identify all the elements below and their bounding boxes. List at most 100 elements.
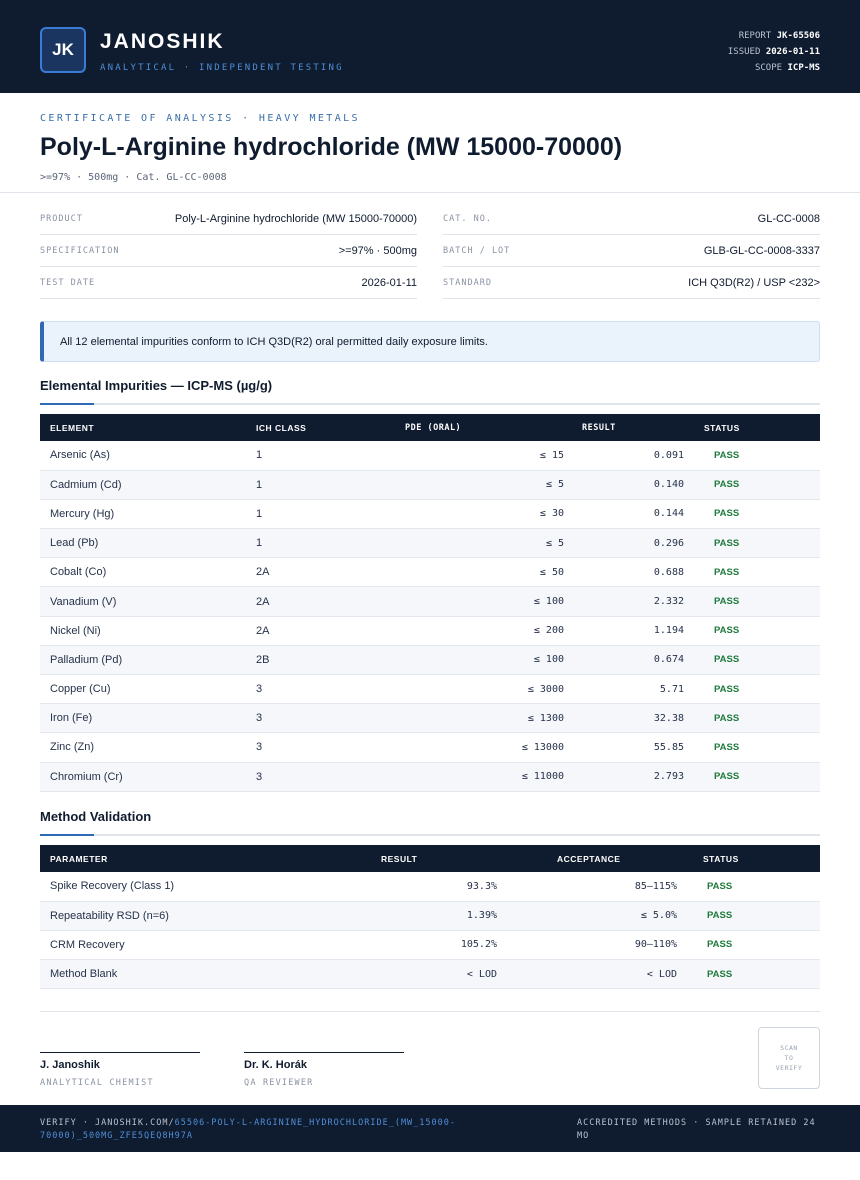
signature-line (244, 1052, 404, 1053)
acceptance-cell: < LOD (507, 959, 687, 990)
element-cell: Copper (Cu) (40, 674, 246, 705)
table-row: Spike Recovery (Class 1) 93.3% 85–115% PASS (40, 872, 820, 902)
result-cell: 0.688 (574, 557, 694, 588)
status-badge: PASS (687, 872, 820, 902)
column-header: RESULT (371, 845, 507, 872)
info-standard: STANDARD ICH Q3D(R2) / USP <232> (443, 267, 820, 299)
table-row: Copper (Cu) 3 ≤ 3000 5.71 PASS (40, 674, 820, 705)
info-batch-lot: BATCH / LOT GLB-GL-CC-0008-3337 (443, 235, 820, 267)
element-cell: Cobalt (Co) (40, 557, 246, 588)
status-badge: PASS (694, 528, 820, 559)
pde-cell: ≤ 30 (382, 499, 574, 530)
ich-class-cell: 3 (246, 674, 382, 705)
report-meta-scope: SCOPE ICP-MS (754, 63, 820, 73)
status-badge: PASS (694, 762, 820, 792)
element-cell: Palladium (Pd) (40, 645, 246, 676)
status-badge: PASS (694, 499, 820, 530)
element-cell: Vanadium (V) (40, 586, 246, 617)
result-cell: 55.85 (574, 732, 694, 763)
footer-note: ACCREDITED METHODS · SAMPLE RETAINED 24 … (577, 1118, 816, 1141)
status-badge: PASS (694, 674, 820, 705)
validation-table: PARAMETER RESULT ACCEPTANCE STATUS Spike… (40, 845, 820, 990)
result-cell: 0.144 (574, 499, 694, 530)
column-header: ACCEPTANCE (507, 845, 687, 872)
impurities-table: ELEMENT ICH CLASS PDE (ORAL) RESULT STAT… (40, 414, 820, 792)
table-row: Iron (Fe) 3 ≤ 1300 32.38 PASS (40, 703, 820, 734)
document-eyebrow: CERTIFICATE OF ANALYSIS · HEAVY METALS (40, 113, 360, 124)
verify-link[interactable]: 65506-POLY-L-ARGININE_HYDROCHLORIDE_(MW_… (40, 1118, 456, 1141)
table-row: Chromium (Cr) 3 ≤ 11000 2.793 PASS (40, 762, 820, 792)
issued-date: 2026-01-11 (765, 47, 820, 57)
ich-class-cell: 3 (246, 703, 382, 734)
section-rule (40, 403, 820, 405)
table-header-row: ELEMENT ICH CLASS PDE (ORAL) RESULT STAT… (40, 414, 820, 441)
ich-class-cell: 2B (246, 645, 382, 676)
acceptance-cell: 90–110% (507, 930, 687, 961)
table-row: Lead (Pb) 1 ≤ 5 0.296 PASS (40, 528, 820, 559)
section-title-impurities: Elemental Impurities — ICP-MS (µg/g) (40, 378, 273, 393)
table-row: Vanadium (V) 2A ≤ 100 2.332 PASS (40, 586, 820, 617)
table-row: Arsenic (As) 1 ≤ 15 0.091 PASS (40, 441, 820, 471)
table-row: Method Blank < LOD < LOD PASS (40, 959, 820, 990)
status-badge: PASS (694, 441, 820, 471)
element-cell: Mercury (Hg) (40, 499, 246, 530)
report-meta-issued: ISSUED 2026-01-11 (727, 47, 820, 57)
section-title-validation: Method Validation (40, 809, 152, 824)
acceptance-cell: 85–115% (507, 872, 687, 902)
parameter-cell: Spike Recovery (Class 1) (40, 872, 371, 902)
brand-name: JANOSHIK (100, 30, 225, 53)
conformance-banner: All 12 elemental impurities conform to I… (40, 321, 820, 362)
info-test-date: TEST DATE 2026-01-11 (40, 267, 417, 299)
pde-cell: ≤ 200 (382, 616, 574, 646)
column-header: STATUS (694, 414, 820, 441)
table-row: Palladium (Pd) 2B ≤ 100 0.674 PASS (40, 645, 820, 676)
element-cell: Arsenic (As) (40, 441, 246, 471)
table-header-row: PARAMETER RESULT ACCEPTANCE STATUS (40, 845, 820, 872)
status-badge: PASS (694, 645, 820, 676)
column-header: RESULT (574, 414, 694, 441)
result-cell: 0.674 (574, 645, 694, 676)
result-cell: 105.2% (371, 930, 507, 961)
element-cell: Chromium (Cr) (40, 762, 246, 792)
page-title: Poly-L-Arginine hydrochloride (MW 15000-… (40, 133, 623, 161)
result-cell: 0.091 (574, 441, 694, 471)
pde-cell: ≤ 100 (382, 586, 574, 617)
scope-value: ICP-MS (787, 63, 820, 73)
status-badge: PASS (694, 586, 820, 617)
info-specification: SPECIFICATION >=97% · 500mg (40, 235, 417, 267)
ich-class-cell: 2A (246, 586, 382, 617)
footer-bar: VERIFY · JANOSHIK.COM/65506-POLY-L-ARGIN… (0, 1105, 860, 1152)
result-cell: 2.793 (574, 762, 694, 792)
result-cell: 93.3% (371, 872, 507, 902)
qr-verify-placeholder[interactable]: SCAN TO VERIFY (758, 1027, 820, 1089)
status-badge: PASS (687, 930, 820, 961)
table-row: Nickel (Ni) 2A ≤ 200 1.194 PASS (40, 616, 820, 646)
element-cell: Cadmium (Cd) (40, 470, 246, 500)
parameter-cell: Repeatability RSD (n=6) (40, 901, 371, 931)
result-cell: 2.332 (574, 586, 694, 617)
info-product: PRODUCT Poly-L-Arginine hydrochloride (M… (40, 203, 417, 235)
ich-class-cell: 3 (246, 762, 382, 792)
status-badge: PASS (694, 557, 820, 588)
signatory-role: ANALYTICAL CHEMIST (40, 1078, 154, 1088)
status-badge: PASS (694, 703, 820, 734)
element-cell: Lead (Pb) (40, 528, 246, 559)
pde-cell: ≤ 3000 (382, 674, 574, 705)
status-badge: PASS (687, 959, 820, 990)
column-header: PDE (ORAL) (382, 414, 574, 441)
table-row: Cadmium (Cd) 1 ≤ 5 0.140 PASS (40, 470, 820, 500)
pde-cell: ≤ 15 (382, 441, 574, 471)
column-header: ICH CLASS (246, 414, 382, 441)
report-meta-report: REPORT JK-65506 (738, 31, 820, 41)
pde-cell: ≤ 1300 (382, 703, 574, 734)
ich-class-cell: 1 (246, 499, 382, 530)
product-subline: >=97% · 500mg · Cat. GL-CC-0008 (40, 172, 227, 183)
column-header: STATUS (687, 845, 820, 872)
header-bar: JK JANOSHIK ANALYTICAL · INDEPENDENT TES… (0, 0, 860, 93)
ich-class-cell: 3 (246, 732, 382, 763)
divider (0, 192, 860, 193)
pde-cell: ≤ 11000 (382, 762, 574, 792)
ich-class-cell: 1 (246, 470, 382, 500)
pde-cell: ≤ 5 (382, 528, 574, 559)
report-number: JK-65506 (776, 31, 820, 41)
